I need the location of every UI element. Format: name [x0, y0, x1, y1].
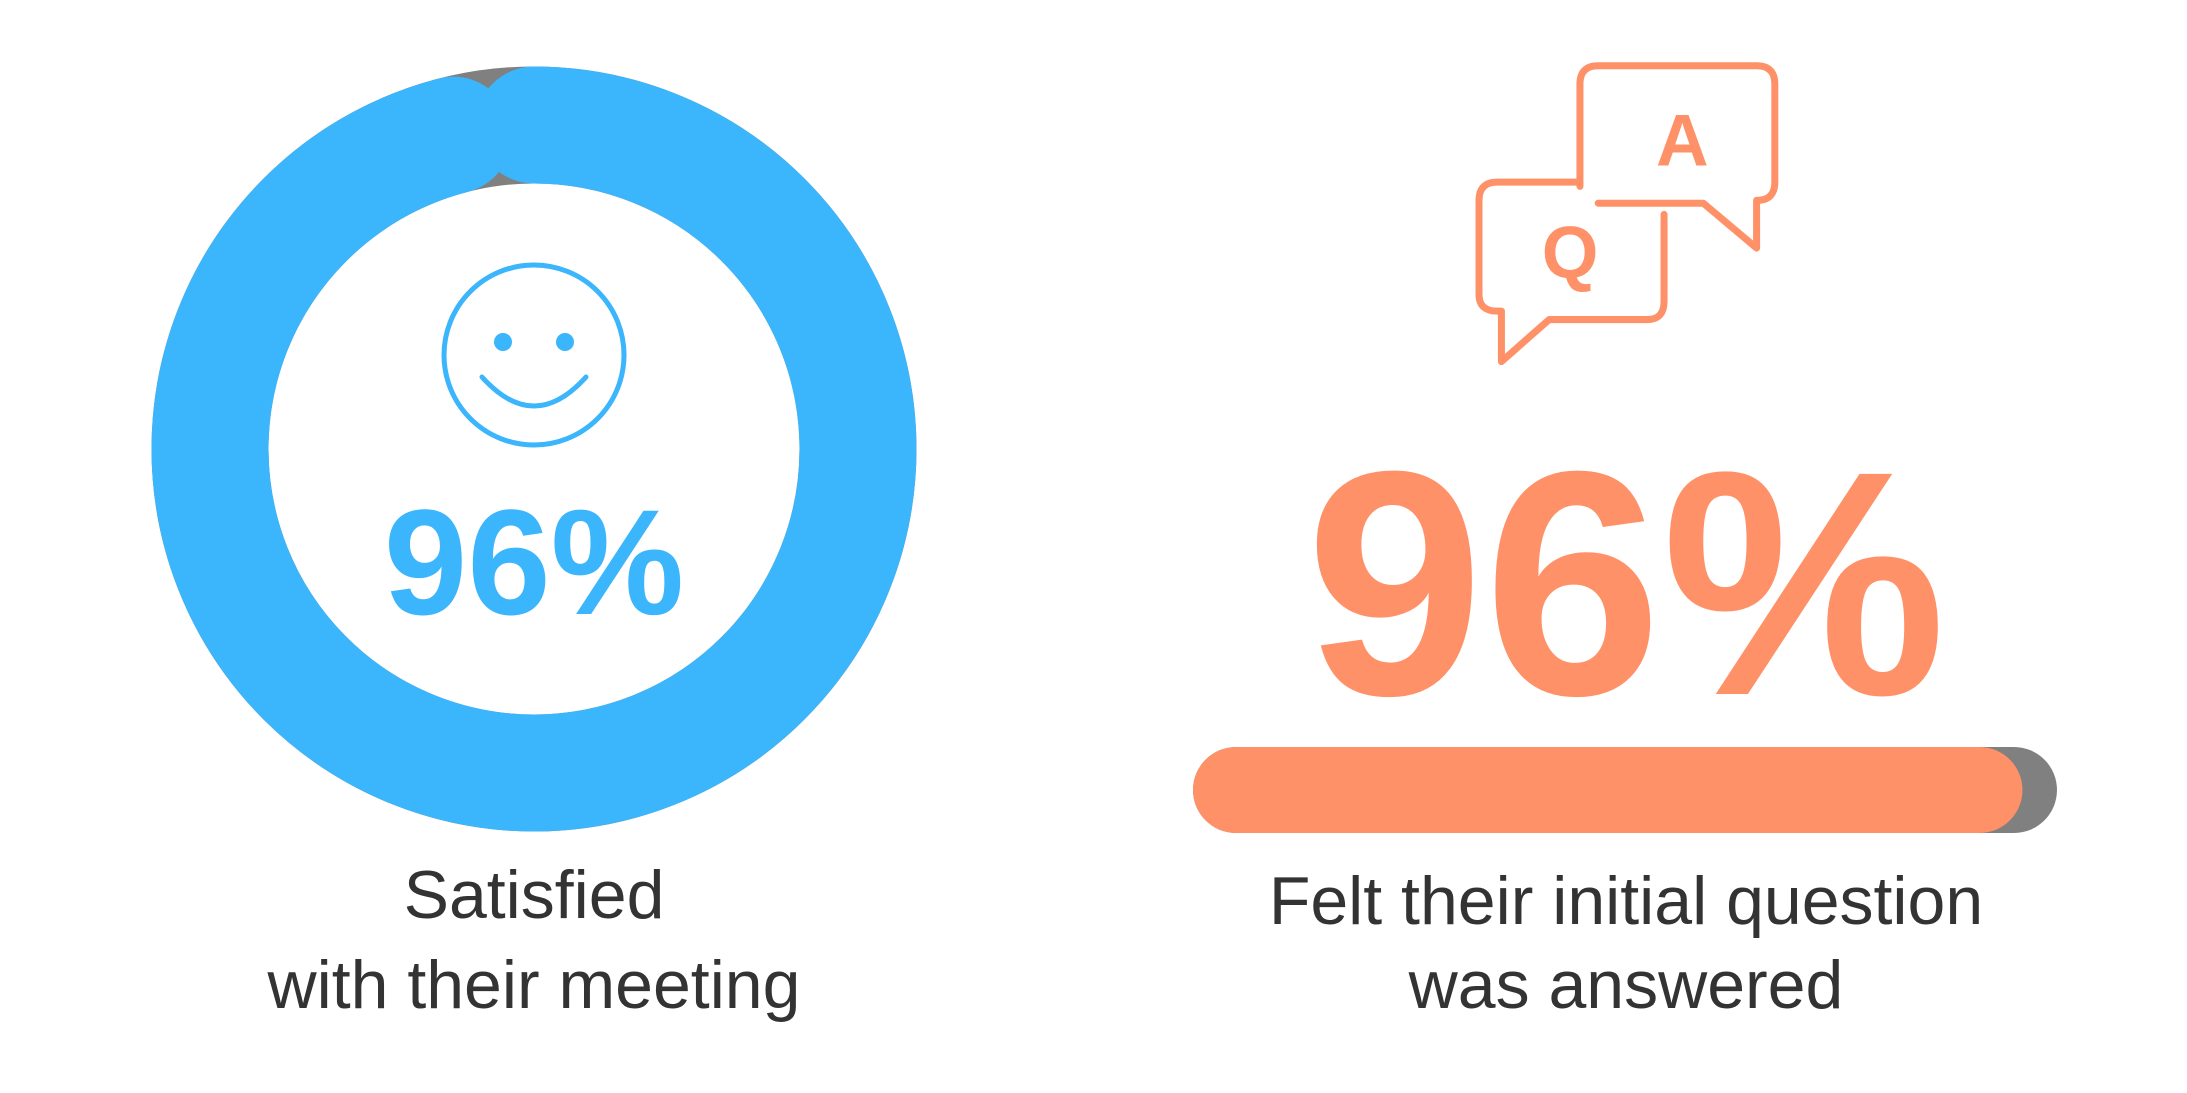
value-label: 96%	[384, 478, 684, 646]
qa-icon: Q A	[1475, 62, 1779, 366]
icon-label: Q	[1542, 213, 1599, 294]
smiley-icon	[441, 262, 627, 448]
progress-bar	[1193, 747, 2023, 833]
caption: was answered	[1408, 947, 1844, 1023]
caption: with their meeting	[267, 947, 801, 1023]
caption: Felt their initial question	[1269, 863, 1983, 939]
value-label: 96%	[1306, 404, 1946, 762]
caption: Satisfied	[404, 857, 665, 933]
donut-arc	[151, 66, 917, 832]
icon-label: A	[1656, 100, 1709, 181]
